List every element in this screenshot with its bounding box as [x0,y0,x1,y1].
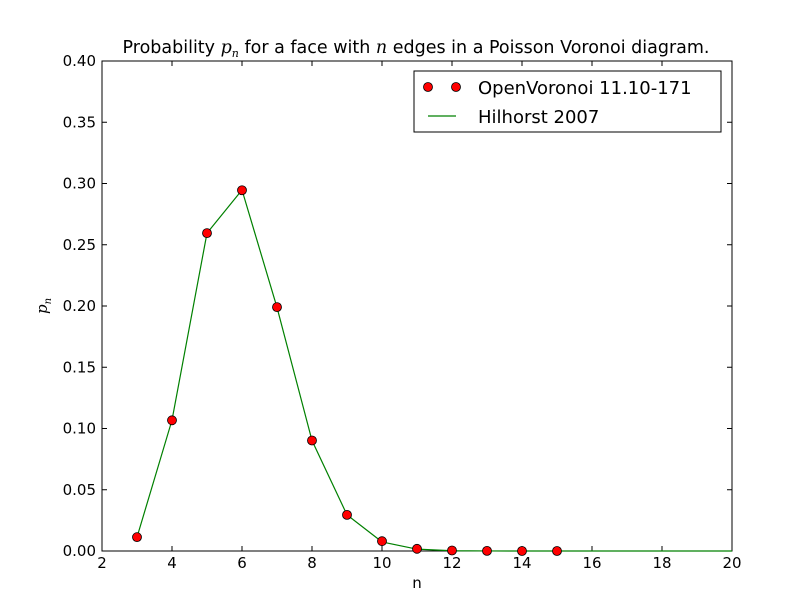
x-tick-label: 18 [652,554,671,572]
y-axis-label: pn [33,298,54,314]
legend-marker-openvoronoi [451,82,461,92]
line-hilhorst-2007 [136,188,732,552]
x-tick-label: 4 [167,554,177,572]
x-tick-label: 10 [372,554,391,572]
series-openvoronoi [132,185,562,556]
y-tick-label: 0.00 [63,542,96,560]
x-tick-label: 14 [512,554,531,572]
data-point-openvoronoi [342,509,352,520]
chart-title: Probability pn for a face with n edges i… [123,38,710,60]
x-axis-label: n [412,574,422,592]
data-point-openvoronoi [132,532,142,543]
data-point-openvoronoi [412,543,422,554]
y-tick-label: 0.30 [63,175,96,193]
x-tick-label: 2 [97,554,107,572]
x-tick-label: 8 [307,554,317,572]
y-tick-label: 0.10 [63,420,96,438]
series-hilhorst-2007 [136,188,732,552]
data-point-openvoronoi [447,545,457,556]
x-tick-label: 16 [582,554,601,572]
legend-label-openvoronoi: OpenVoronoi 11.10-171 [478,78,692,99]
y-tick-label: 0.15 [63,358,96,376]
x-tick-label: 12 [442,554,461,572]
y-tick-label: 0.40 [63,52,96,70]
x-tick-label: 20 [722,554,741,572]
legend: OpenVoronoi 11.10-171 Hilhorst 2007 [413,70,722,133]
data-point-openvoronoi [482,545,492,556]
data-point-openvoronoi [517,546,527,556]
x-tick-label: 6 [237,554,247,572]
data-point-openvoronoi [167,415,177,426]
legend-marker-openvoronoi [423,82,433,92]
x-axis-ticks: 2 4 6 8 10 12 14 16 18 20 [97,61,742,572]
data-point-openvoronoi [552,546,562,556]
y-tick-label: 0.25 [63,236,96,254]
y-axis-ticks: 0.00 0.05 0.10 0.15 0.20 0.25 0.30 0.35 0.40 [63,52,732,560]
data-point-openvoronoi [272,302,282,313]
y-tick-label: 0.20 [63,297,96,315]
data-point-openvoronoi [237,185,247,196]
y-tick-label: 0.35 [63,113,96,131]
data-point-openvoronoi [202,228,212,239]
legend-box [413,70,722,133]
data-point-openvoronoi [307,435,317,446]
data-point-openvoronoi [377,536,387,547]
legend-label-hilhorst: Hilhorst 2007 [478,107,599,128]
y-tick-label: 0.05 [63,481,96,499]
